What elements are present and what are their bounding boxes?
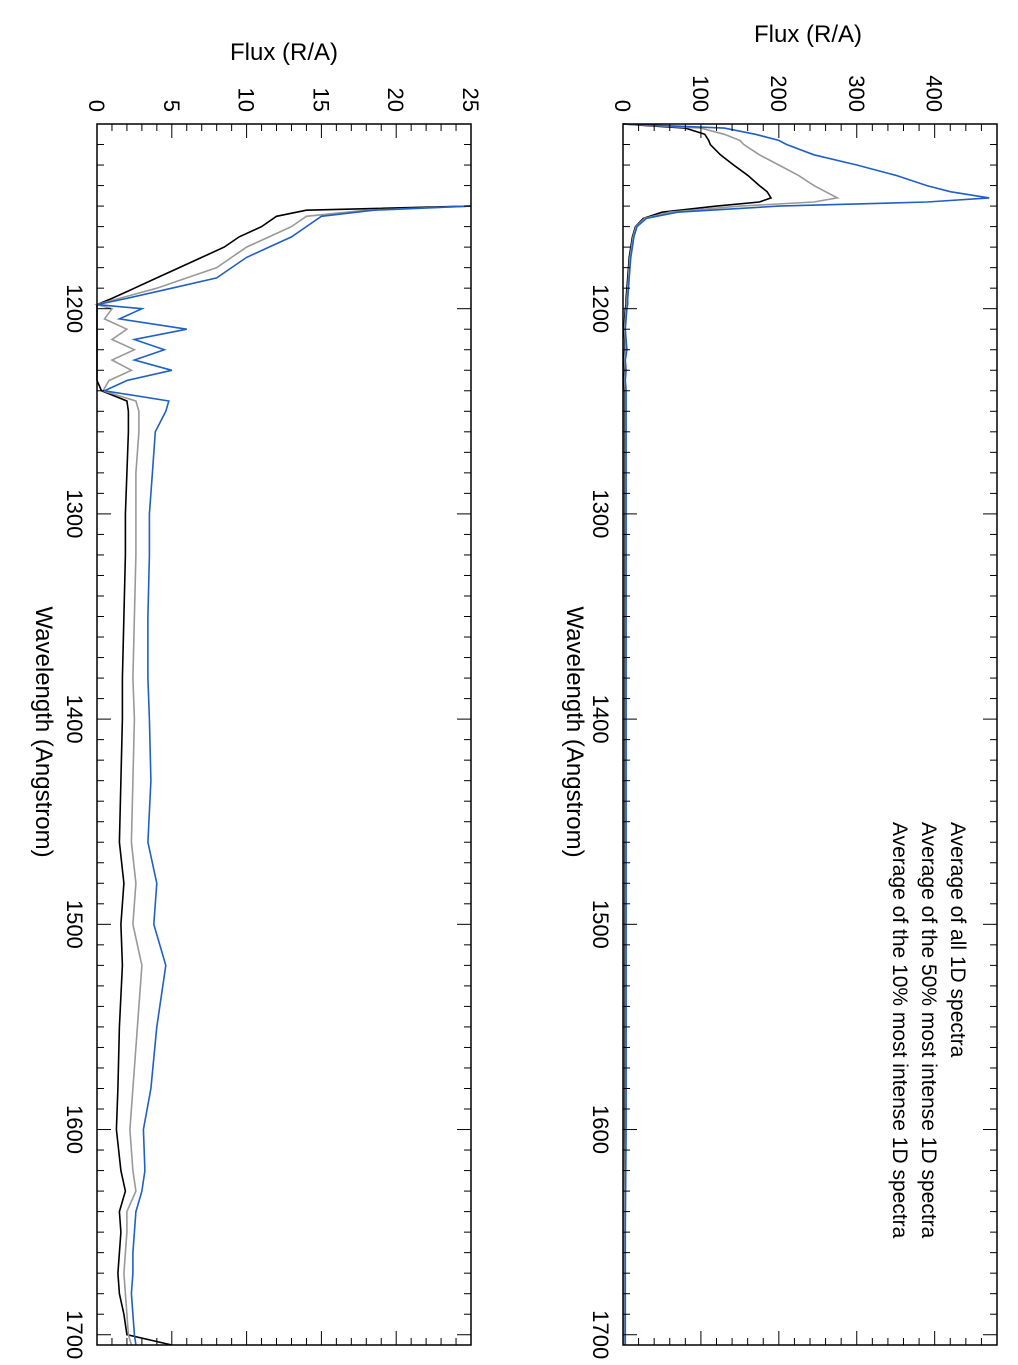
y-tick-label: 300 — [844, 75, 869, 112]
y-tick-label: 10 — [234, 88, 259, 112]
x-tick-label: 1400 — [588, 695, 613, 744]
plot-lines — [93, 205, 472, 1346]
series-line-0 — [96, 205, 472, 1346]
legend: Average of all 1D spectra Average of the… — [888, 822, 969, 1239]
x-tick-label: 1700 — [588, 1310, 613, 1359]
x-tick-label: 1200 — [62, 284, 87, 333]
x-tick-label: 1700 — [62, 1310, 87, 1359]
axis-ticks — [622, 124, 998, 1345]
x-tick-label: 1300 — [62, 489, 87, 538]
y-tick-label: 0 — [84, 100, 109, 112]
series-line-2 — [96, 205, 472, 1346]
legend-entry-all: Average of all 1D spectra — [946, 822, 969, 1058]
panel-zoomed-spectra: 1200 1300 1400 1500 1600 1700 0 5 10 15 20 25 Wave… — [30, 39, 483, 1359]
y-tick-label: 5 — [159, 100, 184, 112]
y-axis-label: Flux (R/A) — [754, 21, 862, 48]
y-tick-labels: 0 5 10 15 20 25 — [84, 88, 483, 112]
series-line-1 — [622, 123, 840, 1345]
y-tick-label: 0 — [610, 100, 635, 112]
y-tick-label: 15 — [308, 88, 333, 112]
x-tick-label: 1500 — [588, 900, 613, 949]
x-tick-label: 1500 — [62, 900, 87, 949]
series-line-2 — [622, 123, 990, 1345]
x-tick-label: 1600 — [588, 1105, 613, 1154]
panel-intense-spectra: 1200 1300 1400 1500 1600 1700 0 100 200 300 400 W… — [561, 21, 998, 1359]
x-tick-label: 1200 — [588, 284, 613, 333]
x-tick-labels: 1200 1300 1400 1500 1600 1700 — [588, 284, 613, 1359]
x-axis-label: Wavelength (Angstrom) — [30, 606, 57, 857]
y-tick-label: 400 — [922, 75, 947, 112]
plot-frame — [96, 123, 472, 1346]
x-tick-label: 1600 — [62, 1105, 87, 1154]
legend-entry-top10: Average of the 10% most intense 1D spect… — [888, 822, 911, 1239]
x-tick-labels: 1200 1300 1400 1500 1600 1700 — [62, 284, 87, 1359]
y-tick-label: 200 — [766, 75, 791, 112]
y-tick-label: 100 — [688, 75, 713, 112]
series-line-0 — [622, 123, 773, 1345]
x-tick-label: 1300 — [588, 489, 613, 538]
plot-lines — [622, 123, 990, 1345]
x-tick-label: 1400 — [62, 695, 87, 744]
y-tick-label: 20 — [383, 88, 408, 112]
legend-entry-top50: Average of the 50% most intense 1D spect… — [917, 822, 940, 1239]
x-axis-label: Wavelength (Angstrom) — [561, 606, 588, 857]
y-axis-label: Flux (R/A) — [230, 39, 338, 66]
y-tick-label: 25 — [458, 88, 483, 112]
axis-ticks — [96, 124, 472, 1345]
y-tick-labels: 0 100 200 300 400 — [610, 75, 947, 112]
series-line-1 — [93, 205, 472, 1346]
